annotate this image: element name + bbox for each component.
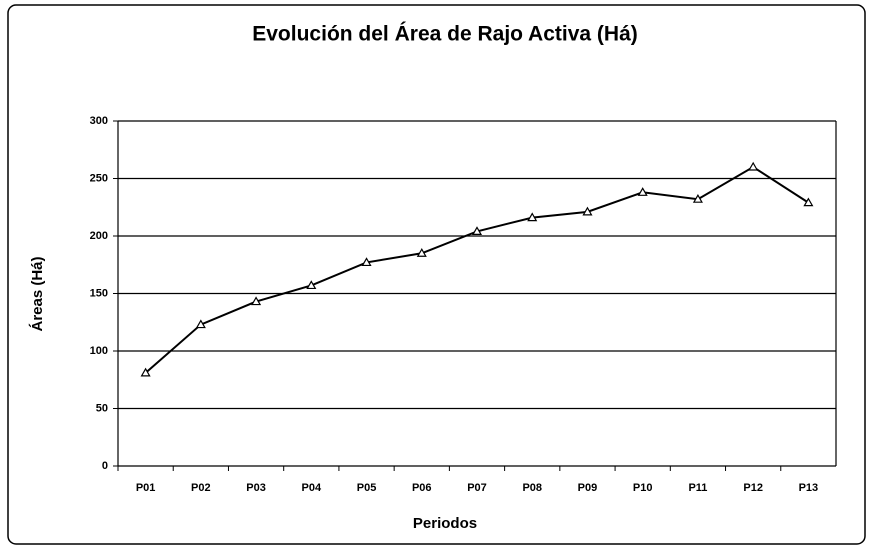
data-point xyxy=(361,257,372,267)
x-axis-label: Periodos xyxy=(413,515,477,532)
data-point xyxy=(582,206,593,216)
x-tick-label: P03 xyxy=(246,482,266,494)
x-tick-label: P05 xyxy=(357,482,377,494)
data-point xyxy=(637,187,648,196)
y-tick-label: 200 xyxy=(90,230,108,242)
data-point xyxy=(527,212,538,222)
data-point xyxy=(306,280,317,290)
x-tick-label: P07 xyxy=(467,482,487,494)
y-tick-label: 150 xyxy=(90,287,108,299)
y-tick-label: 100 xyxy=(90,345,108,357)
x-tick-label: P08 xyxy=(522,482,542,494)
x-tick-label: P10 xyxy=(633,482,653,494)
x-tick-label: P06 xyxy=(412,482,432,494)
data-point xyxy=(416,248,427,257)
data-point xyxy=(471,226,483,235)
x-tick-label: P12 xyxy=(743,482,763,494)
chart-frame xyxy=(7,4,866,545)
data-point xyxy=(803,197,814,207)
data-point xyxy=(748,161,759,171)
y-tick-label: 0 xyxy=(102,460,108,472)
x-tick-label: P01 xyxy=(136,482,156,494)
data-point xyxy=(140,367,151,377)
x-tick-label: P02 xyxy=(191,482,211,494)
data-point xyxy=(251,296,262,306)
data-point xyxy=(195,319,206,329)
data-point xyxy=(692,193,703,203)
y-tick-label: 50 xyxy=(96,402,108,414)
y-tick-label: 250 xyxy=(90,172,108,184)
x-tick-label: P04 xyxy=(302,482,322,494)
chart-title: Evolución del Área de Rajo Activa (Há) xyxy=(252,23,638,46)
x-tick-label: P13 xyxy=(799,482,819,494)
x-tick-label: P11 xyxy=(688,482,707,494)
y-axis-label: Áreas (Há) xyxy=(29,256,46,331)
y-tick-label: 300 xyxy=(90,115,108,127)
x-tick-label: P09 xyxy=(578,482,598,494)
